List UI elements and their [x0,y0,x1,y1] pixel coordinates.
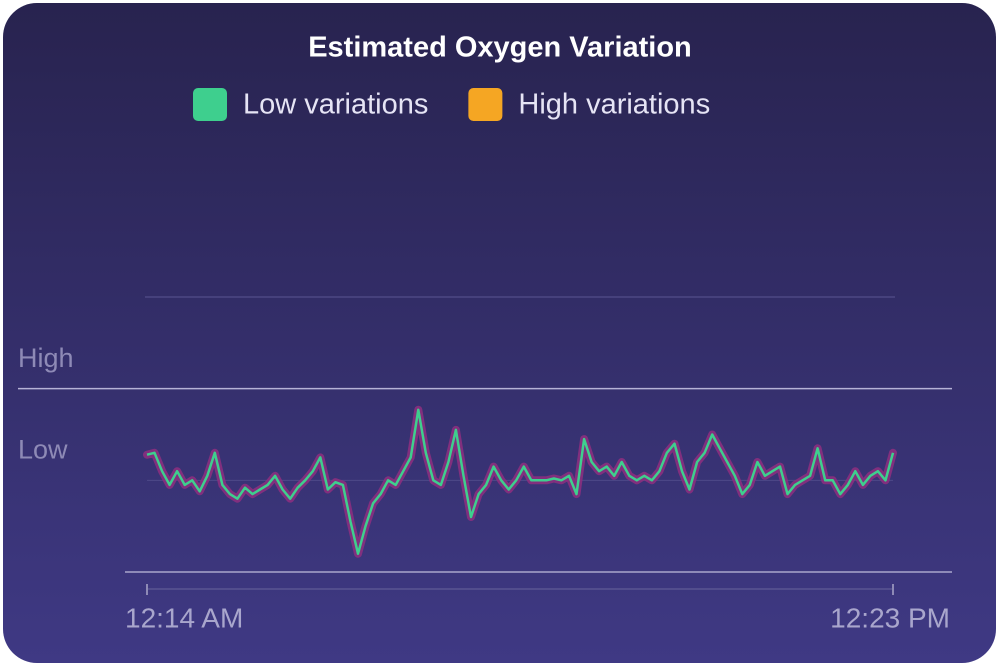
x-tick-label: 12:14 AM [125,602,243,633]
y-tick-label: High [18,343,74,373]
legend-swatch [193,88,227,121]
x-tick-label: 12:23 PM [830,602,950,633]
y-tick-label: Low [18,434,68,464]
legend-label: High variations [518,89,710,121]
legend-swatch [468,88,503,121]
line [146,408,895,555]
chart-title: Estimated Oxygen Variation [308,32,692,64]
card [3,3,996,663]
legend: Low variations High variations [193,88,710,121]
legend-label: Low variations [243,89,428,121]
